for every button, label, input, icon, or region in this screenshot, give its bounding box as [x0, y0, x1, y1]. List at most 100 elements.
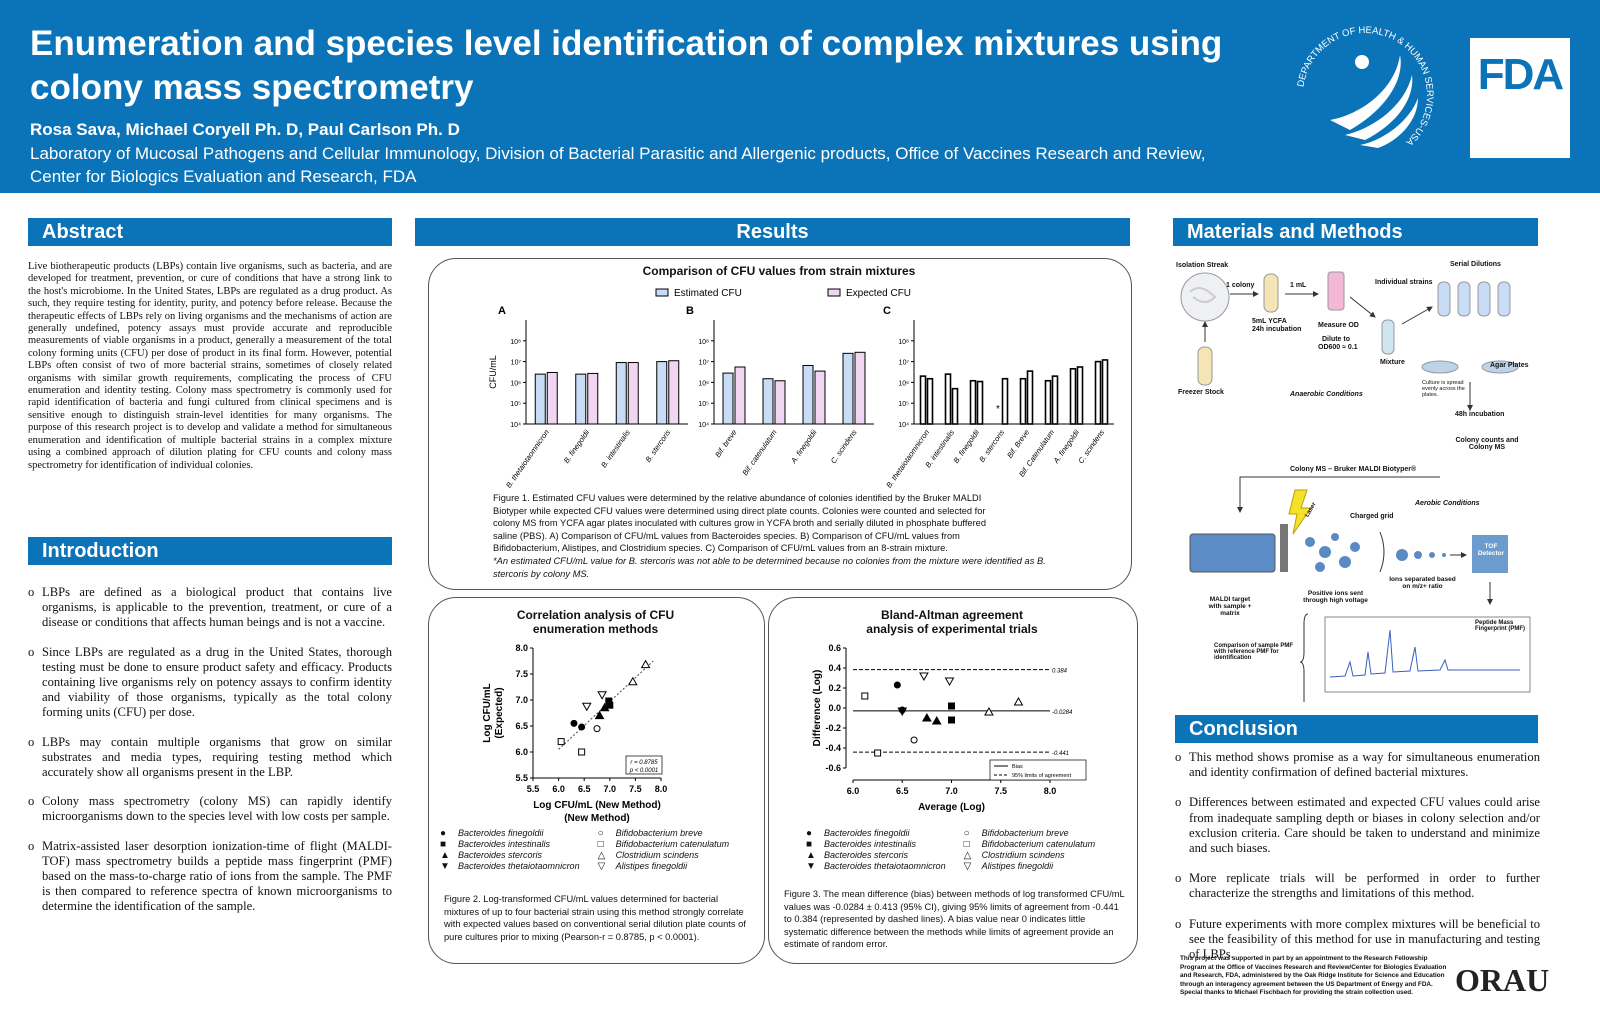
y-tick-label: 0.2 — [828, 683, 841, 693]
legend-marker: △ — [963, 850, 972, 861]
data-point — [931, 715, 942, 725]
label-dilute: Dilute to — [1322, 336, 1350, 343]
label-pmf: Peptide Mass Fingerprint (PMF) — [1475, 620, 1525, 632]
x-tick-label: 6.5 — [578, 784, 591, 794]
introduction-list: o LBPs are defined as a biological produc… — [28, 585, 392, 929]
y-tick-label: 0.4 — [828, 663, 841, 673]
data-point — [984, 706, 994, 716]
legend-species-name: Bifidobacterium breve — [615, 828, 703, 838]
figure-1-caption: Figure 1. Estimated CFU values were dete… — [493, 492, 1123, 580]
data-point — [581, 702, 592, 712]
panel-letter: C — [883, 305, 891, 317]
x-axis-label: Average (Log) — [918, 802, 985, 813]
legend-species-name: Bifidobacterium catenulatum — [981, 839, 1096, 849]
hhs-seal-logo: DEPARTMENT OF HEALTH & HUMAN SERVICES-US… — [1296, 25, 1436, 148]
data-point — [570, 719, 578, 727]
y-tick-label: 10⁷ — [699, 360, 710, 367]
bar — [1101, 359, 1109, 425]
legend-species-name: Bacteroides finegoldii — [458, 828, 544, 838]
y-tick-label: 8.0 — [515, 643, 528, 653]
legend-marker: ▲ — [440, 850, 450, 861]
legend-marker: ▽ — [963, 861, 972, 872]
label-colony-counts: Colony counts and Colony MS — [1455, 437, 1519, 451]
data-point — [627, 676, 638, 686]
bar — [802, 364, 814, 425]
label-ions-separated: Ions separated based on m/z+ ratio — [1389, 576, 1456, 590]
caption-line: Figure 1. Estimated CFU values were dete… — [493, 493, 982, 503]
label-maldi-target: MALDI target with sample + matrix — [1208, 596, 1252, 617]
x-tick-label: B. stercoris — [977, 428, 1006, 464]
label-mixture: Mixture — [1380, 359, 1405, 366]
data-point — [606, 701, 614, 709]
y-tick-label: 6.0 — [515, 747, 528, 757]
bar — [919, 375, 927, 425]
legend-marker: □ — [963, 839, 970, 850]
data-point — [893, 681, 901, 689]
bar-panel-B: B 10⁴ 10⁵ 10⁶ 10⁷ 10⁸ Bif. breve Bif. catenulat… — [686, 305, 874, 477]
y-tick-label: 10⁶ — [698, 380, 709, 387]
y-axis-label-line2: (Expected) — [494, 687, 505, 738]
x-tick-label: 7.5 — [629, 784, 642, 794]
bias-label: -0.0284 — [1052, 710, 1073, 716]
label-48h-incubation: 48h incubation — [1455, 411, 1505, 418]
y-tick-label: 0.6 — [828, 643, 841, 653]
methods-diagram — [1180, 271, 1531, 702]
data-point — [861, 692, 869, 700]
petri-dish-icon — [1180, 272, 1230, 322]
agar-plate-icon — [1421, 360, 1459, 374]
y-tick-label: 10⁸ — [510, 339, 521, 346]
bar — [546, 371, 558, 425]
y-tick-label: 10⁷ — [899, 360, 910, 367]
legend-species-name: Alistipes finegoldii — [981, 861, 1054, 871]
bar — [1044, 379, 1052, 425]
x-tick-label: 8.0 — [655, 784, 668, 794]
x-tick-label: 7.0 — [604, 784, 617, 794]
poster-authors: Rosa Sava, Michael Coryell Ph. D, Paul C… — [30, 120, 460, 139]
figure-2-species-legend: ● Bacteroides finegoldii ○ Bifidobacterium … — [440, 828, 760, 872]
label-aerobic: Aerobic Conditions — [1415, 500, 1480, 507]
list-item: o LBPs are defined as a biological produc… — [28, 585, 392, 630]
list-item: o Colony mass spectrometry (colony MS) ca… — [28, 794, 392, 824]
legend-species-name: Bifidobacterium catenulatum — [615, 839, 730, 849]
y-tick-label: 10⁸ — [698, 339, 709, 346]
figure-2-chart: 5.5 6.0 6.5 7.0 7.5 8.0 5.5 6.0 6.5 7.0 7.5 8.0 Log … — [482, 643, 668, 824]
legend-species-name: Bacteroides intestinalis — [458, 839, 551, 849]
data-point — [922, 712, 932, 722]
bar — [615, 362, 627, 425]
y-tick-label: 10⁷ — [511, 360, 522, 367]
bar — [734, 366, 746, 425]
data-point — [910, 736, 918, 744]
stats-r: r = 0.8785 — [630, 760, 658, 766]
bar — [575, 373, 587, 425]
label-freezer-stock: Freezer Stock — [1178, 389, 1224, 396]
y-tick-label: 10⁴ — [698, 422, 709, 429]
legend-marker: ■ — [806, 839, 813, 850]
legend-marker: ▼ — [806, 861, 816, 872]
data-point — [599, 702, 610, 712]
legend-marker: ▽ — [597, 861, 606, 872]
legend-label-estimated: Estimated CFU — [674, 288, 742, 299]
x-tick-label: Bif. Breve — [1005, 428, 1031, 460]
x-tick-label: C. scindens — [829, 428, 859, 465]
label-ycfa: 5mL YCFA — [1252, 318, 1287, 325]
stats-p: p < 0.0001 — [629, 768, 659, 774]
cuvette-icon — [1327, 271, 1345, 311]
serial-dilution-tubes — [1437, 281, 1511, 317]
abstract-heading: Abstract — [28, 218, 392, 246]
bar — [926, 377, 934, 425]
bar — [1019, 377, 1027, 425]
figure-2-panel — [428, 597, 765, 964]
label-individual-strains: Individual strains — [1375, 279, 1433, 286]
data-point — [597, 691, 607, 700]
bar — [1051, 375, 1059, 425]
bar — [1094, 360, 1102, 425]
y-tick-label: -0.6 — [825, 763, 841, 773]
x-tick-label: B. thetaiotaomnicron — [504, 428, 551, 490]
data-point — [874, 749, 882, 757]
caption-line: Biotyper while expected CFU values were … — [493, 505, 986, 516]
figure-3-title: Bland-Altman agreement analysis of experi… — [866, 608, 1038, 636]
y-tick-label: 10⁸ — [898, 339, 909, 346]
legend-marker: ■ — [440, 839, 447, 850]
y-axis-label: Difference (Log) — [812, 670, 823, 747]
